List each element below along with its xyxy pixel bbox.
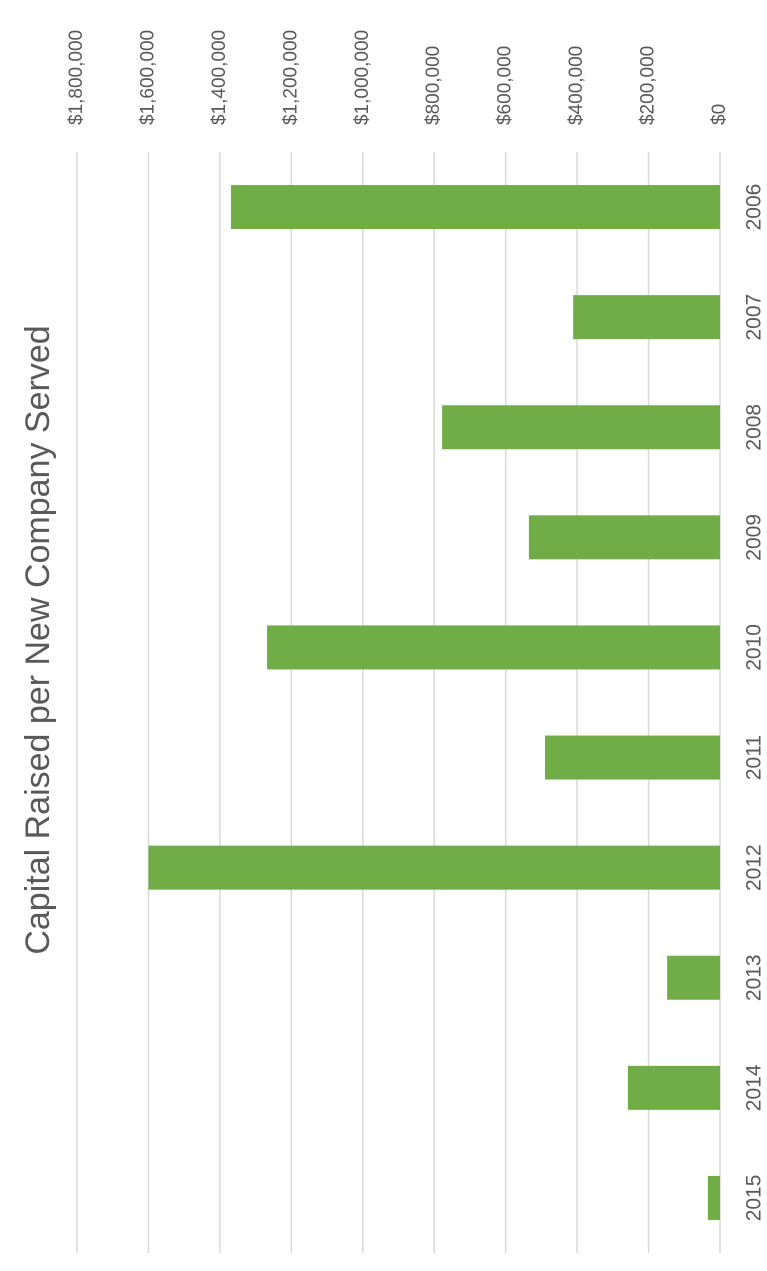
x-tick-label: 2006	[743, 184, 766, 231]
x-tick-label: 2010	[743, 624, 766, 671]
x-tick-label: 2014	[743, 1064, 766, 1111]
y-tick-label: $1,800,000	[66, 30, 87, 125]
bar	[230, 185, 721, 230]
bar	[667, 955, 720, 1000]
x-tick-label: 2012	[743, 844, 766, 891]
bar	[627, 1065, 720, 1110]
y-tick-label: $800,000	[423, 46, 444, 125]
x-tick-label: 2011	[743, 735, 766, 780]
y-tick-label: $1,400,000	[209, 30, 230, 125]
y-tick-label: $400,000	[566, 46, 587, 125]
y-tick-label: $1,200,000	[280, 30, 301, 125]
y-tick-label: $1,600,000	[137, 30, 158, 125]
x-tick-label: 2015	[743, 1175, 766, 1222]
bar	[148, 845, 720, 890]
x-tick-label: 2009	[743, 514, 766, 561]
y-tick-label: $200,000	[638, 46, 659, 125]
bar	[573, 295, 720, 340]
chart-title: Capital Raised per New Company Served	[19, 325, 57, 954]
y-tick-label: $600,000	[495, 46, 516, 125]
bar	[267, 625, 720, 670]
y-tick-label: $0	[709, 104, 730, 125]
y-tick-label: $1,000,000	[352, 30, 373, 125]
x-tick-label: 2007	[743, 294, 766, 341]
bar	[442, 405, 720, 450]
x-tick-label: 2013	[743, 954, 766, 1001]
bar	[528, 515, 720, 560]
bar	[707, 1175, 720, 1220]
bar	[544, 735, 720, 780]
x-tick-label: 2008	[743, 404, 766, 451]
